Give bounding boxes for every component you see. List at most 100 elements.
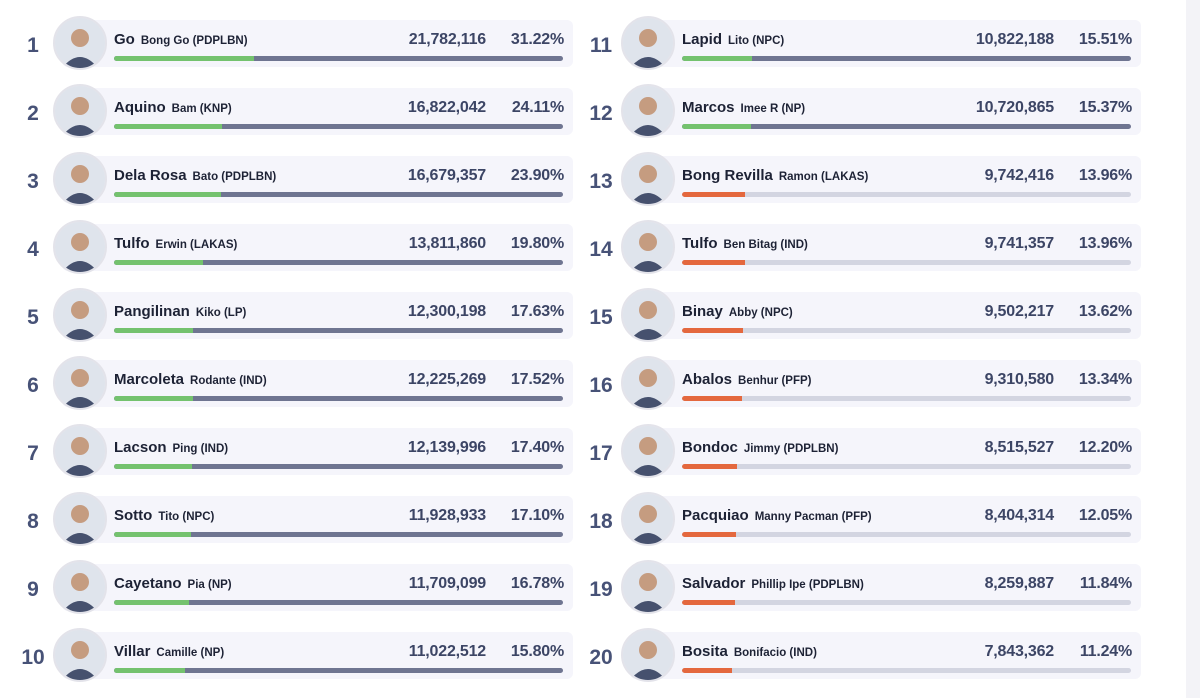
vote-percentage: 13.34% <box>1078 371 1132 388</box>
candidate-surname: Bondoc Jimmy (PDPLBN) <box>682 439 838 456</box>
percentage-bar-fill <box>682 600 736 605</box>
rank-number: 9 <box>27 578 39 601</box>
percentage-bar-track <box>682 260 1131 265</box>
candidate-row: 9 Cayetano Pia (NP) 11,709,099 16.78% <box>18 544 574 614</box>
candidate-photo <box>53 152 107 206</box>
vote-count: 11,022,512 <box>408 643 486 660</box>
candidate-alias: Phillip Ipe (PDPLBN) <box>751 579 864 591</box>
rank-number: 8 <box>27 510 39 533</box>
candidate-alias: Bam (KNP) <box>171 103 232 115</box>
surname-text: Dela Rosa <box>114 167 187 184</box>
person-icon <box>55 494 105 544</box>
candidate-surname: Marcoleta Rodante (IND) <box>114 371 267 388</box>
candidate-surname: Bosita Bonifacio (IND) <box>682 643 817 660</box>
person-icon <box>55 426 105 476</box>
vote-count: 8,404,314 <box>984 507 1055 524</box>
candidate-alias: Bong Go (PDPLBN) <box>140 35 248 47</box>
vote-percentage: 12.05% <box>1078 507 1132 524</box>
percentage-bar-fill <box>114 464 193 469</box>
surname-text: Bondoc <box>682 439 738 456</box>
person-icon <box>623 18 673 68</box>
candidate-photo <box>621 628 675 682</box>
rank-number: 3 <box>27 170 39 193</box>
percentage-bar-track <box>114 328 563 333</box>
surname-text: Bong Revilla <box>682 167 773 184</box>
scrollbar-track[interactable] <box>1186 0 1200 698</box>
percentage-bar-fill <box>114 260 203 265</box>
candidate-surname: Salvador Phillip Ipe (PDPLBN) <box>682 575 864 592</box>
person-icon <box>623 630 673 680</box>
percentage-bar-track <box>682 532 1131 537</box>
percentage-bar-fill <box>114 668 185 673</box>
percentage-bar-fill <box>114 124 223 129</box>
surname-text: Marcoleta <box>114 371 185 388</box>
vote-percentage: 24.11% <box>511 99 564 116</box>
surname-text: Pangilinan <box>114 303 190 320</box>
vote-count: 7,843,362 <box>984 643 1055 660</box>
percentage-bar-track <box>114 600 563 605</box>
surname-text: Tulfo <box>114 235 150 252</box>
candidate-surname: Lacson Ping (IND) <box>114 439 228 456</box>
percentage-bar-fill <box>682 396 742 401</box>
candidate-surname: Cayetano Pia (NP) <box>114 575 232 592</box>
vote-count: 16,822,042 <box>407 99 486 116</box>
vote-count: 12,300,198 <box>407 303 486 320</box>
rank-number: 17 <box>589 442 613 465</box>
surname-text: Pacquiao <box>682 507 749 524</box>
candidate-surname: Go Bong Go (PDPLBN) <box>114 31 248 48</box>
candidate-row: 11 Lapid Lito (NPC) 10,822,188 15.51% <box>586 0 1142 70</box>
candidate-alias: Lito (NPC) <box>728 35 785 47</box>
candidate-alias: Benhur (PFP) <box>738 375 812 387</box>
percentage-bar-track <box>682 668 1131 673</box>
candidate-alias: Pia (NP) <box>187 579 232 591</box>
rank-number: 10 <box>21 646 45 669</box>
candidate-photo <box>621 84 675 138</box>
rankings-column-right: 11 Lapid Lito (NPC) 10,822,188 15.51% 12 <box>586 0 1142 682</box>
vote-percentage: 11.24% <box>1079 643 1132 660</box>
candidate-alias: Rodante (IND) <box>190 375 267 387</box>
candidate-surname: Sotto Tito (NPC) <box>114 507 214 524</box>
percentage-bar-fill <box>114 56 255 61</box>
vote-percentage: 12.20% <box>1078 439 1132 456</box>
vote-percentage: 15.80% <box>510 643 564 660</box>
percentage-bar-track <box>114 260 563 265</box>
candidate-surname: Tulfo Ben Bitag (IND) <box>682 235 808 252</box>
candidate-row: 13 Bong Revilla Ramon (LAKAS) 9,742,416 1… <box>586 136 1142 206</box>
rank-number: 1 <box>27 34 39 57</box>
vote-percentage: 15.51% <box>1078 31 1132 48</box>
vote-count: 10,720,865 <box>975 99 1054 116</box>
candidate-surname: Pacquiao Manny Pacman (PFP) <box>682 507 872 524</box>
surname-text: Bosita <box>682 643 728 660</box>
candidate-photo <box>621 152 675 206</box>
percentage-bar-track <box>114 396 563 401</box>
percentage-bar-track <box>114 192 563 197</box>
rank-number: 7 <box>27 442 39 465</box>
person-icon <box>623 86 673 136</box>
vote-percentage: 15.37% <box>1078 99 1132 116</box>
person-icon <box>55 562 105 612</box>
vote-percentage: 17.63% <box>510 303 564 320</box>
percentage-bar-fill <box>682 192 745 197</box>
rankings-column-left: 1 Go Bong Go (PDPLBN) 21,782,116 31.22% 2 <box>18 0 574 682</box>
candidate-row: 10 Villar Camille (NP) 11,022,512 15.80% <box>18 612 574 682</box>
rank-number: 12 <box>589 102 613 125</box>
rank-number: 13 <box>589 170 613 193</box>
candidate-surname: Bong Revilla Ramon (LAKAS) <box>682 167 868 184</box>
candidate-row: 18 Pacquiao Manny Pacman (PFP) 8,404,314 … <box>586 476 1142 546</box>
person-icon <box>623 222 673 272</box>
candidate-row: 12 Marcos Imee R (NP) 10,720,865 15.37% <box>586 68 1142 138</box>
person-icon <box>623 154 673 204</box>
candidate-photo <box>621 356 675 410</box>
candidate-row: 17 Bondoc Jimmy (PDPLBN) 8,515,527 12.20% <box>586 408 1142 478</box>
person-icon <box>55 18 105 68</box>
vote-count: 16,679,357 <box>407 167 486 184</box>
surname-text: Lacson <box>114 439 167 456</box>
vote-percentage: 31.22% <box>510 31 564 48</box>
surname-text: Go <box>114 31 135 48</box>
percentage-bar-track <box>114 464 563 469</box>
candidate-photo <box>621 220 675 274</box>
candidate-row: 6 Marcoleta Rodante (IND) 12,225,269 17.5… <box>18 340 574 410</box>
candidate-alias: Tito (NPC) <box>158 511 215 523</box>
candidate-photo <box>621 560 675 614</box>
candidate-photo <box>53 84 107 138</box>
